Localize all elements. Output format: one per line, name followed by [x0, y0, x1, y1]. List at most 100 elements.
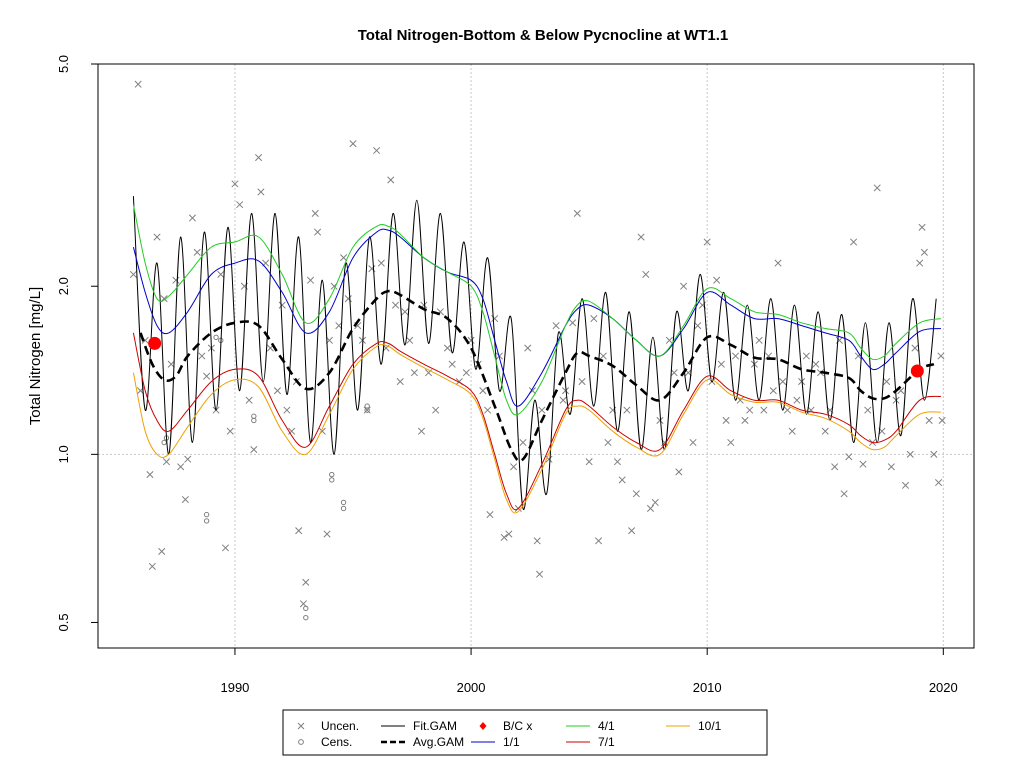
- uncensored-point: [637, 233, 645, 241]
- uncensored-point: [417, 427, 426, 435]
- legend-label: Cens.: [321, 735, 352, 749]
- censored-point: [329, 477, 335, 483]
- legend-x-marker: [297, 722, 305, 730]
- uncensored-point: [363, 406, 371, 414]
- uncensored-point: [406, 336, 414, 344]
- uncensored-point: [646, 504, 655, 513]
- uncensored-point: [391, 301, 400, 309]
- uncensored-point: [573, 209, 581, 217]
- uncensored-point: [694, 322, 702, 330]
- uncensored-point: [217, 270, 225, 278]
- uncensored-point: [396, 377, 404, 386]
- uncensored-point: [255, 153, 263, 162]
- uncensored-point: [590, 315, 598, 323]
- uncensored-point: [479, 387, 487, 395]
- uncensored-point: [595, 537, 603, 545]
- uncensored-point: [283, 406, 291, 414]
- uncensored-point: [221, 544, 230, 552]
- uncensored-point: [656, 416, 664, 424]
- uncensored-point: [859, 460, 867, 468]
- uncensored-point: [193, 248, 201, 256]
- uncensored-point: [510, 463, 518, 471]
- uncensored-point: [519, 438, 527, 447]
- uncensored-point: [604, 438, 612, 447]
- uncensored-point: [432, 406, 440, 414]
- censored-point: [213, 334, 219, 341]
- uncensored-point: [722, 416, 730, 424]
- legend-entry: 1/1: [471, 735, 520, 749]
- legend: Uncen. Cens. Fit.GAM Avg.GAM B/C x 1/1 4/1 7/1 1…: [282, 709, 768, 756]
- uncensored-point: [250, 445, 258, 454]
- uncensored-point: [887, 463, 895, 471]
- bc-point: [148, 336, 162, 350]
- uncensored-point: [245, 396, 253, 404]
- uncensored-point: [203, 372, 211, 380]
- uncensored-point: [774, 259, 782, 267]
- uncensored-point: [500, 533, 508, 541]
- uncensored-point: [535, 570, 544, 578]
- series-avg-gam: [139, 289, 935, 463]
- uncensored-point: [448, 360, 456, 368]
- uncensored-point: [812, 360, 820, 368]
- plot-frame: [97, 63, 975, 649]
- uncensored-point: [226, 427, 234, 435]
- legend-label: B/C x: [503, 719, 532, 733]
- uncensored-point: [559, 396, 567, 404]
- uncensored-point: [167, 360, 175, 368]
- uncensored-point: [675, 468, 683, 476]
- legend-label: Uncen.: [321, 719, 359, 733]
- censored-point: [340, 499, 347, 506]
- legend-entry: Fit.GAM: [381, 719, 457, 733]
- uncensored-point: [491, 315, 499, 323]
- uncensored-point: [323, 530, 331, 538]
- legend-diamond-marker: [479, 722, 487, 730]
- legend-entry: Avg.GAM: [381, 735, 464, 749]
- uncensored-point: [198, 352, 206, 360]
- legend-entry: B/C x: [479, 719, 532, 733]
- uncensored-point: [236, 201, 244, 209]
- uncensored-point: [288, 427, 296, 435]
- y-tick-label: 5.0: [56, 55, 71, 73]
- uncensored-point: [935, 479, 943, 487]
- uncensored-point: [918, 223, 926, 231]
- uncensored-point: [184, 455, 192, 463]
- uncensored-point: [443, 344, 452, 352]
- uncensored-point: [538, 406, 546, 414]
- uncensored-point: [340, 254, 348, 262]
- uncensored-point: [314, 228, 322, 236]
- uncensored-point: [689, 438, 697, 447]
- censored-point: [251, 413, 257, 419]
- uncensored-point: [344, 295, 352, 303]
- uncensored-point: [854, 352, 862, 360]
- uncensored-point: [148, 562, 156, 570]
- uncensored-point: [864, 406, 872, 414]
- uncensored-point: [295, 527, 303, 535]
- legend-entry: Uncen.: [297, 719, 359, 733]
- censored-point: [303, 614, 309, 621]
- uncensored-point: [651, 498, 659, 507]
- uncensored-point: [257, 188, 265, 196]
- uncensored-point: [462, 369, 470, 377]
- censored-point: [203, 511, 210, 518]
- censored-point: [329, 471, 335, 478]
- uncensored-point: [717, 360, 725, 368]
- series-fit-gam: [132, 196, 937, 510]
- uncensored-point: [916, 259, 924, 267]
- uncensored-point: [311, 209, 319, 217]
- uncensored-point: [779, 377, 787, 386]
- x-tick-label: 2020: [929, 680, 958, 695]
- x-tick-label: 1990: [220, 680, 249, 695]
- uncensored-point: [703, 238, 711, 246]
- legend-label: Fit.GAM: [413, 719, 457, 733]
- uncensored-point: [783, 406, 792, 414]
- uncensored-point: [410, 369, 418, 377]
- uncensored-point: [273, 387, 282, 395]
- uncensored-point: [755, 336, 763, 344]
- censored-point: [303, 605, 309, 612]
- legend-label: Avg.GAM: [413, 735, 464, 749]
- uncensored-point: [146, 471, 154, 479]
- uncensored-point: [680, 282, 688, 290]
- uncensored-point: [569, 319, 577, 327]
- legend-entry: 7/1: [566, 735, 615, 749]
